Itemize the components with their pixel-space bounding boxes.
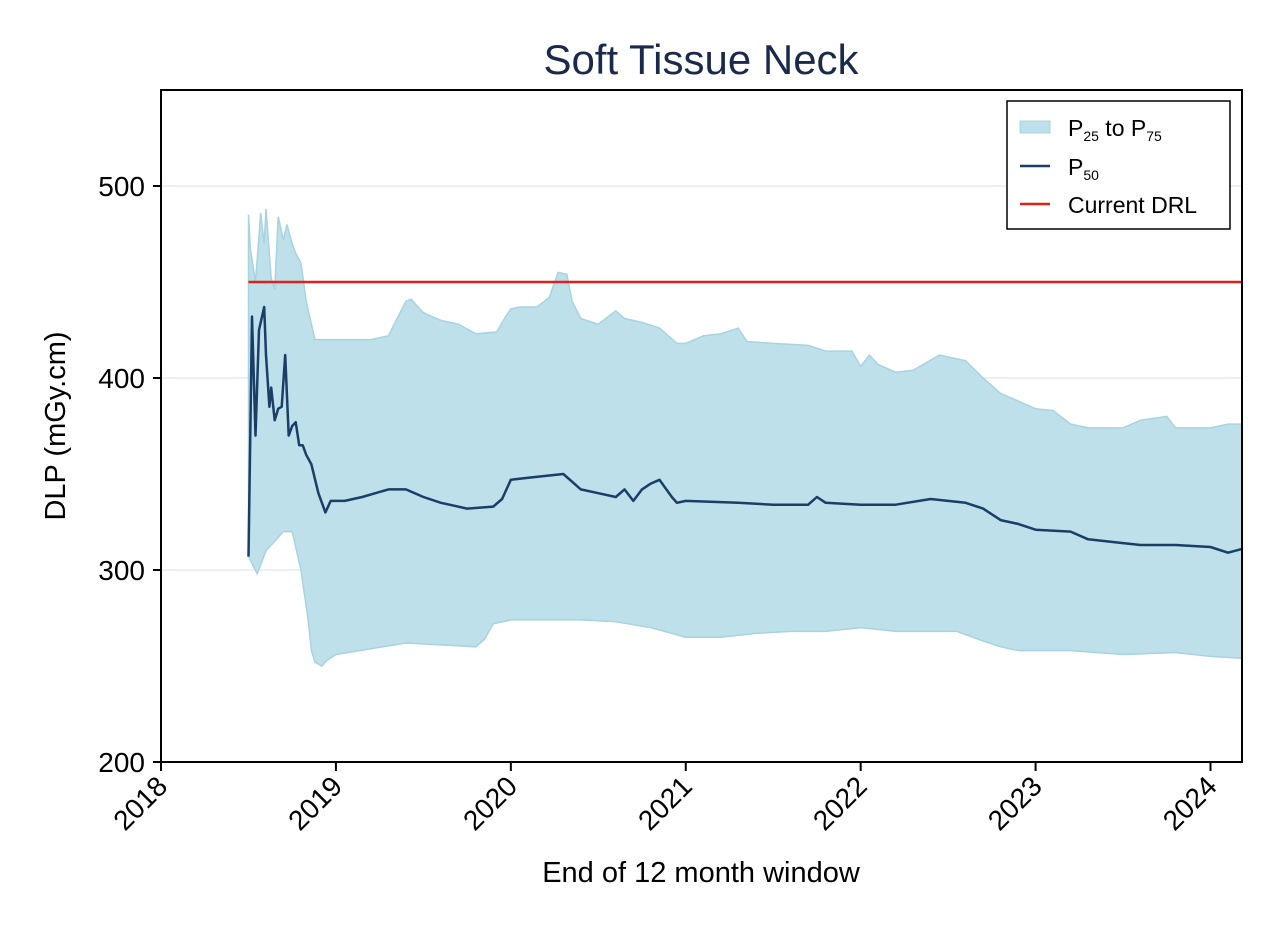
y-tick-label-300: 300 (98, 555, 145, 586)
p25-p75-band (247, 208, 1243, 667)
y-tick-label-400: 400 (98, 363, 145, 394)
y-tick-label-200: 200 (98, 747, 145, 778)
p50-line (247, 305, 1243, 557)
chart-title: Soft Tissue Neck (543, 36, 859, 83)
x-axis-label: End of 12 month window (542, 857, 861, 889)
legend-band-swatch (1019, 120, 1051, 134)
legend-drl-label: Current DRL (1068, 192, 1197, 218)
plot-frame (160, 89, 1243, 763)
y-axis-label: DLP (mGy.cm) (40, 331, 72, 520)
legend-median-label: P50 (1068, 154, 1099, 183)
y-tick-label-500: 500 (98, 171, 145, 202)
legend-band-label: P25 to P75 (1068, 115, 1162, 144)
y-axis: 200 300 400 500 (98, 171, 161, 778)
legend: P25 to P75 P50 Current DRL (1006, 100, 1231, 230)
